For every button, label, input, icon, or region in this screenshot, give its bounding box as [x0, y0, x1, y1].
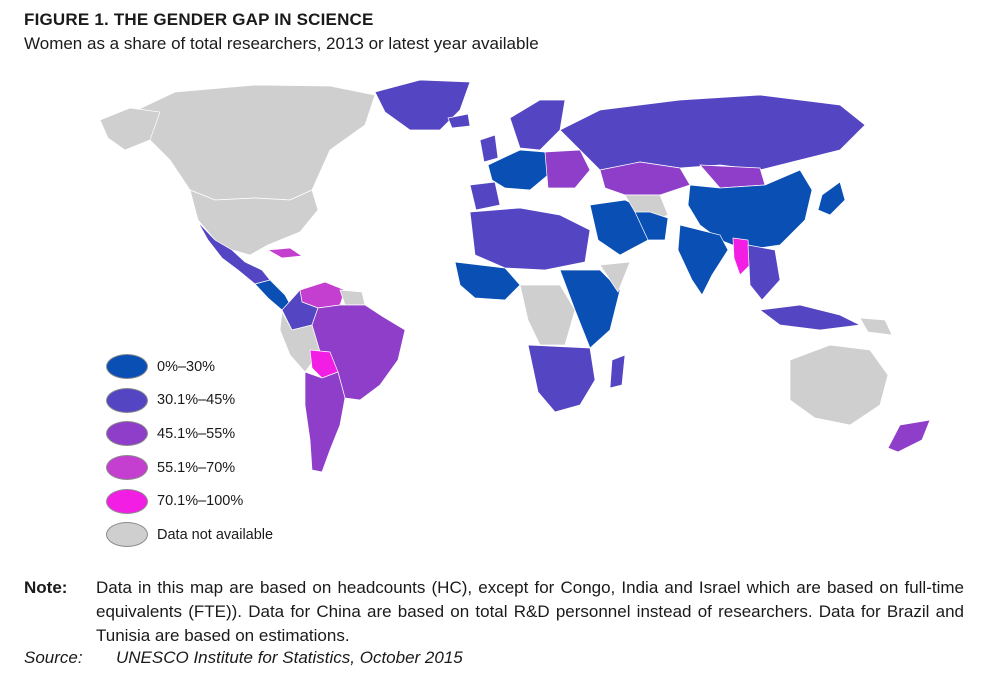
legend-label: 30.1%–45% — [157, 392, 236, 409]
legend-swatch — [106, 421, 148, 447]
map-note: Note: Data in this map are based on head… — [24, 576, 964, 648]
legend-item: 70.1%–100% — [106, 484, 273, 518]
note-label: Note: — [24, 578, 68, 597]
horn-of-africa-region — [599, 261, 631, 293]
legend-label: 0%–30% — [157, 358, 216, 375]
cuba-region — [266, 247, 304, 259]
map-source: Source: UNESCO Institute for Statistics, … — [24, 648, 463, 668]
legend-label: 45.1%–55% — [157, 425, 236, 442]
figure-title: FIGURE 1. THE GENDER GAP IN SCIENCE — [24, 10, 374, 29]
legend-item: 55.1%–70% — [106, 451, 273, 485]
scandinavia-region — [509, 99, 566, 151]
legend-swatch — [106, 522, 148, 548]
mongolia-region — [699, 164, 766, 189]
note-text: Data in this map are based on headcounts… — [96, 578, 964, 645]
guianas-region — [339, 289, 366, 306]
japan-region — [817, 181, 846, 216]
china-region — [687, 169, 813, 251]
east-africa-region — [559, 269, 621, 349]
southeast-asia-region — [747, 244, 781, 301]
uk-region — [479, 134, 499, 163]
india-region — [677, 224, 729, 296]
legend-label: 55.1%–70% — [157, 459, 236, 476]
central-africa-region — [519, 284, 576, 346]
canada-region — [119, 84, 376, 201]
myanmar-region — [732, 237, 751, 276]
southern-africa-region — [527, 344, 596, 413]
iceland-region — [447, 113, 471, 129]
north-africa-region — [469, 207, 591, 271]
legend-swatch — [106, 387, 148, 413]
source-text: UNESCO Institute for Statistics, October… — [116, 648, 463, 667]
kazakhstan-region — [599, 161, 691, 196]
indonesia-region — [759, 304, 862, 331]
madagascar-region — [609, 354, 626, 389]
map-legend: 0%–30% 30.1%–45% 45.1%–55% 55.1%–70% 70.… — [106, 350, 273, 552]
legend-item: Data not available — [106, 518, 273, 552]
australia-region — [789, 344, 889, 426]
iberia-region — [469, 181, 501, 211]
russia-region — [559, 94, 866, 171]
usa-region — [189, 189, 319, 256]
legend-item: 0%–30% — [106, 350, 273, 384]
iran-region — [634, 211, 669, 241]
western-europe-region — [487, 149, 549, 191]
legend-label: 70.1%–100% — [157, 493, 244, 510]
west-africa-region — [454, 261, 521, 301]
world-map — [99, 79, 931, 473]
legend-item: 45.1%–55% — [106, 417, 273, 451]
legend-label: Data not available — [157, 526, 274, 543]
png-region — [859, 317, 893, 336]
new-zealand-region — [887, 419, 931, 453]
legend-item: 30.1%–45% — [106, 384, 273, 418]
source-label: Source: — [24, 648, 83, 667]
figure-subtitle: Women as a share of total researchers, 2… — [24, 34, 539, 53]
argentina-chile-region — [304, 371, 346, 473]
legend-swatch — [106, 354, 148, 380]
legend-swatch — [106, 455, 148, 481]
eastern-europe-region — [544, 149, 591, 189]
legend-swatch — [106, 488, 148, 514]
alaska-region — [99, 107, 161, 151]
